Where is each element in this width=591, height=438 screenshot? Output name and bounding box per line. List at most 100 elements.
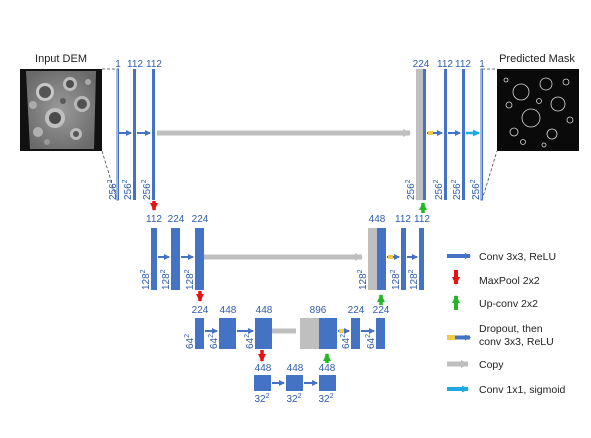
feature-map-l4-b [286, 375, 303, 391]
svg-text:1282: 1282 [140, 269, 152, 290]
legend-label-dropout-1: Dropout, then [479, 323, 543, 335]
feature-map-l1-b [152, 69, 155, 200]
label-l1-ch-out: 1 [479, 59, 485, 70]
feature-map-l3-b [219, 318, 236, 349]
output-title: Predicted Mask [499, 53, 575, 65]
label-l4-ch-b: 448 [287, 363, 304, 374]
svg-text:2562: 2562 [107, 179, 119, 200]
label-l3-ch-d: 224 [348, 305, 365, 316]
level-3: 224 448 448 896 224 224 [192, 305, 390, 349]
size-l4-b: 322 [286, 393, 301, 405]
legend-label-copy: Copy [479, 359, 504, 371]
svg-text:642: 642 [340, 334, 352, 349]
output-block [480, 68, 483, 201]
label-l2-ch-d: 112 [395, 214, 411, 225]
legend-item-maxpool: MaxPool 2x2 [452, 270, 540, 287]
label-l2-ch-a: 112 [146, 214, 162, 225]
dropout-mark-l3 [339, 329, 344, 333]
feature-map-l3-a [195, 318, 204, 349]
svg-text:2562: 2562 [433, 179, 445, 200]
legend-label-sigmoid: Conv 1x1, sigmoid [479, 384, 566, 396]
predicted-mask-image [497, 69, 579, 151]
input-block [116, 68, 119, 201]
legend-item-sigmoid: Conv 1x1, sigmoid [447, 384, 566, 396]
feature-map-l2-d [401, 228, 406, 290]
legend-item-conv: Conv 3x3, ReLU [447, 251, 556, 263]
upconv-arrows [323, 202, 427, 363]
yellow-blue-arrow-icon [447, 335, 455, 340]
svg-text:642: 642 [184, 334, 196, 349]
dropout-mark-l1 [428, 131, 433, 135]
label-l2-ch-cat: 448 [369, 214, 386, 225]
svg-text:2562: 2562 [122, 179, 134, 200]
feature-map-l3-e [376, 318, 385, 349]
copy-connections [157, 129, 411, 334]
label-l1-ch-b: 112 [146, 59, 162, 70]
legend: Conv 3x3, ReLU MaxPool 2x2 Up-conv 2x2 D… [447, 251, 566, 396]
label-l1-ch-d: 112 [455, 59, 471, 70]
level-4: 448 448 448 322 322 322 [254, 363, 336, 405]
svg-text:1282: 1282 [184, 269, 196, 290]
svg-text:2562: 2562 [141, 179, 153, 200]
upconv-part-l3 [319, 318, 337, 349]
upconv-part-l2 [377, 228, 386, 290]
feature-map-l2-a [151, 228, 157, 290]
upconv-part-l1 [423, 69, 426, 200]
label-l3-ch-e: 224 [373, 305, 390, 316]
label-l1-ch-a: 112 [127, 59, 143, 70]
feature-map-l4-c [319, 375, 336, 391]
svg-text:2562: 2562 [405, 179, 417, 200]
legend-label-dropout-2: conv 3x3, ReLU [479, 336, 554, 348]
svg-text:1282: 1282 [390, 269, 402, 290]
feature-map-l2-b [171, 228, 180, 290]
size-l4-c: 322 [318, 393, 333, 405]
feature-map-l3-d [351, 318, 360, 349]
concat-block-l2 [368, 228, 377, 290]
legend-item-upconv: Up-conv 2x2 [452, 295, 538, 310]
dropout-mark-l2 [388, 255, 393, 259]
maxpool-arrows [150, 201, 266, 362]
label-l3-ch-b: 448 [220, 305, 237, 316]
svg-text:1282: 1282 [160, 269, 172, 290]
feature-map-l1-c [444, 69, 447, 200]
legend-item-dropout: Dropout, then conv 3x3, ReLU [447, 323, 554, 348]
legend-label-upconv: Up-conv 2x2 [479, 298, 538, 310]
size-l4-a: 322 [254, 393, 269, 405]
label-l3-ch-a: 224 [192, 305, 209, 316]
level-1: 1 112 112 224 112 112 1 [115, 59, 485, 201]
concat-block-l1 [416, 69, 423, 200]
legend-label-conv: Conv 3x3, ReLU [479, 251, 556, 263]
svg-text:642: 642 [365, 334, 377, 349]
svg-text:1282: 1282 [357, 269, 369, 290]
label-l2-ch-c: 224 [192, 214, 209, 225]
svg-text:642: 642 [208, 334, 220, 349]
label-l3-ch-c: 448 [256, 305, 273, 316]
label-l1-ch-cat: 224 [413, 59, 430, 70]
feature-map-l4-a [254, 375, 271, 391]
input-title: Input DEM [35, 53, 87, 65]
legend-item-copy: Copy [447, 359, 504, 371]
svg-text:1282: 1282 [408, 269, 420, 290]
feature-map-l1-d [462, 69, 465, 200]
feature-map-l2-c [195, 228, 204, 290]
feature-map-l1-a [133, 69, 136, 200]
level-2: 112 224 224 448 112 112 [146, 214, 430, 290]
label-l2-ch-b: 224 [168, 214, 185, 225]
label-l1-ch-c: 112 [437, 59, 453, 70]
feature-map-l3-c [255, 318, 272, 349]
label-l4-ch-c: 448 [319, 363, 336, 374]
label-l4-ch-a: 448 [255, 363, 272, 374]
label-l1-ch-in: 1 [115, 59, 121, 70]
svg-text:2562: 2562 [451, 179, 463, 200]
legend-label-maxpool: MaxPool 2x2 [479, 275, 540, 287]
spatial-size-labels: 2562 2562 2562 2562 2562 2562 2562 1282 … [107, 179, 482, 349]
input-dem-image [20, 69, 102, 151]
label-l2-ch-e: 112 [414, 214, 430, 225]
concat-block-l3 [300, 318, 319, 349]
image-connectors [101, 68, 498, 201]
svg-text:2562: 2562 [470, 179, 482, 200]
feature-map-l2-e [419, 228, 424, 290]
label-l3-ch-cat: 896 [310, 305, 327, 316]
svg-text:642: 642 [244, 334, 256, 349]
